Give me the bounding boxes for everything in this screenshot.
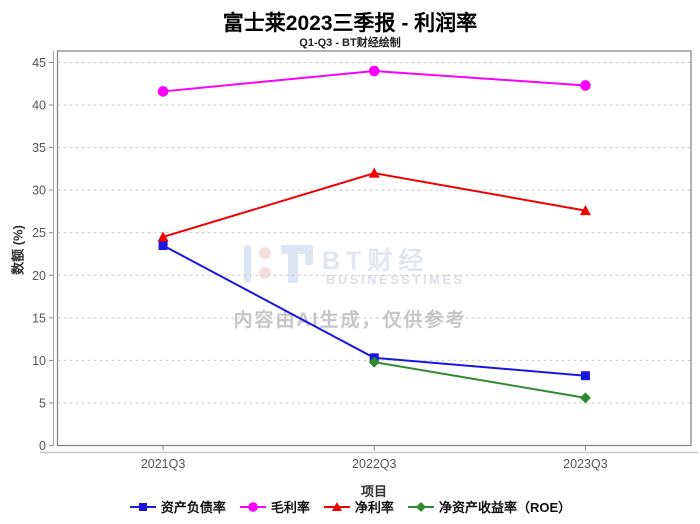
x-tick-label: 2023Q3 xyxy=(563,457,608,471)
chart-subtitle: Q1-Q3 - BT财经绘制 xyxy=(299,37,401,49)
legend-marker-icon xyxy=(407,501,434,512)
x-tick-label: 2021Q3 xyxy=(141,457,186,471)
legend: 资产负债率 毛利率 净利率 净资产收益率（ROE） xyxy=(0,497,700,516)
data-point-marker xyxy=(368,167,380,178)
y-tick-label: 40 xyxy=(32,99,46,113)
x-tick-label: 2022Q3 xyxy=(352,457,397,471)
series-line xyxy=(374,361,586,399)
data-point-marker xyxy=(415,501,426,512)
y-tick-label: 20 xyxy=(32,269,46,283)
chart-title: 富士莱2023三季报 - 利润率 xyxy=(222,12,478,35)
watermark-brand-text: BT财经 xyxy=(322,247,430,275)
legend-label: 资产负债率 xyxy=(160,500,226,515)
data-point-marker xyxy=(580,80,591,91)
data-point-marker xyxy=(368,356,380,368)
y-tick-label: 10 xyxy=(32,354,46,368)
bt-logo-dot-icon xyxy=(259,247,271,259)
bt-logo-t-icon xyxy=(305,245,313,265)
data-point-marker xyxy=(579,392,591,404)
data-point-marker xyxy=(138,502,147,511)
data-point-marker xyxy=(580,371,590,381)
plot-border xyxy=(56,50,692,447)
data-point-marker xyxy=(158,240,168,250)
bt-logo-t-icon xyxy=(288,245,298,283)
data-point-marker xyxy=(579,205,591,216)
y-tick-label: 45 xyxy=(32,56,46,70)
legend-item: 毛利率 xyxy=(239,497,310,516)
bt-logo-dot-icon xyxy=(259,267,271,279)
data-point-marker xyxy=(368,65,380,77)
x-axis-title: 项目 xyxy=(360,484,387,499)
y-tick-label: 35 xyxy=(32,141,46,155)
y-tick-label: 15 xyxy=(32,311,46,325)
legend-item: 资产负债率 xyxy=(129,497,226,516)
y-axis-title: 数额 (%) xyxy=(10,225,26,275)
data-point-marker xyxy=(157,231,169,242)
ai-generated-watermark: 内容由AI生成，仅供参考 xyxy=(233,310,467,331)
data-point-marker xyxy=(157,86,169,97)
legend-item: 净利率 xyxy=(323,497,394,516)
legend-marker-icon xyxy=(323,501,350,511)
data-point-marker xyxy=(248,501,258,512)
legend-marker-icon xyxy=(129,502,156,511)
legend-label: 毛利率 xyxy=(270,500,310,515)
y-tick-label: 5 xyxy=(39,396,46,410)
legend-label: 净利率 xyxy=(354,500,394,515)
series-line xyxy=(162,172,586,238)
legend-label: 净资产收益率（ROE） xyxy=(438,500,572,515)
bt-logo-bar-icon xyxy=(244,245,251,283)
y-tick-label: 30 xyxy=(32,184,46,198)
y-tick-label: 25 xyxy=(32,226,46,240)
data-point-marker xyxy=(331,501,342,511)
legend-marker-icon xyxy=(239,501,266,512)
y-tick-label: 0 xyxy=(39,439,46,453)
legend-item: 净资产收益率（ROE） xyxy=(407,497,571,516)
